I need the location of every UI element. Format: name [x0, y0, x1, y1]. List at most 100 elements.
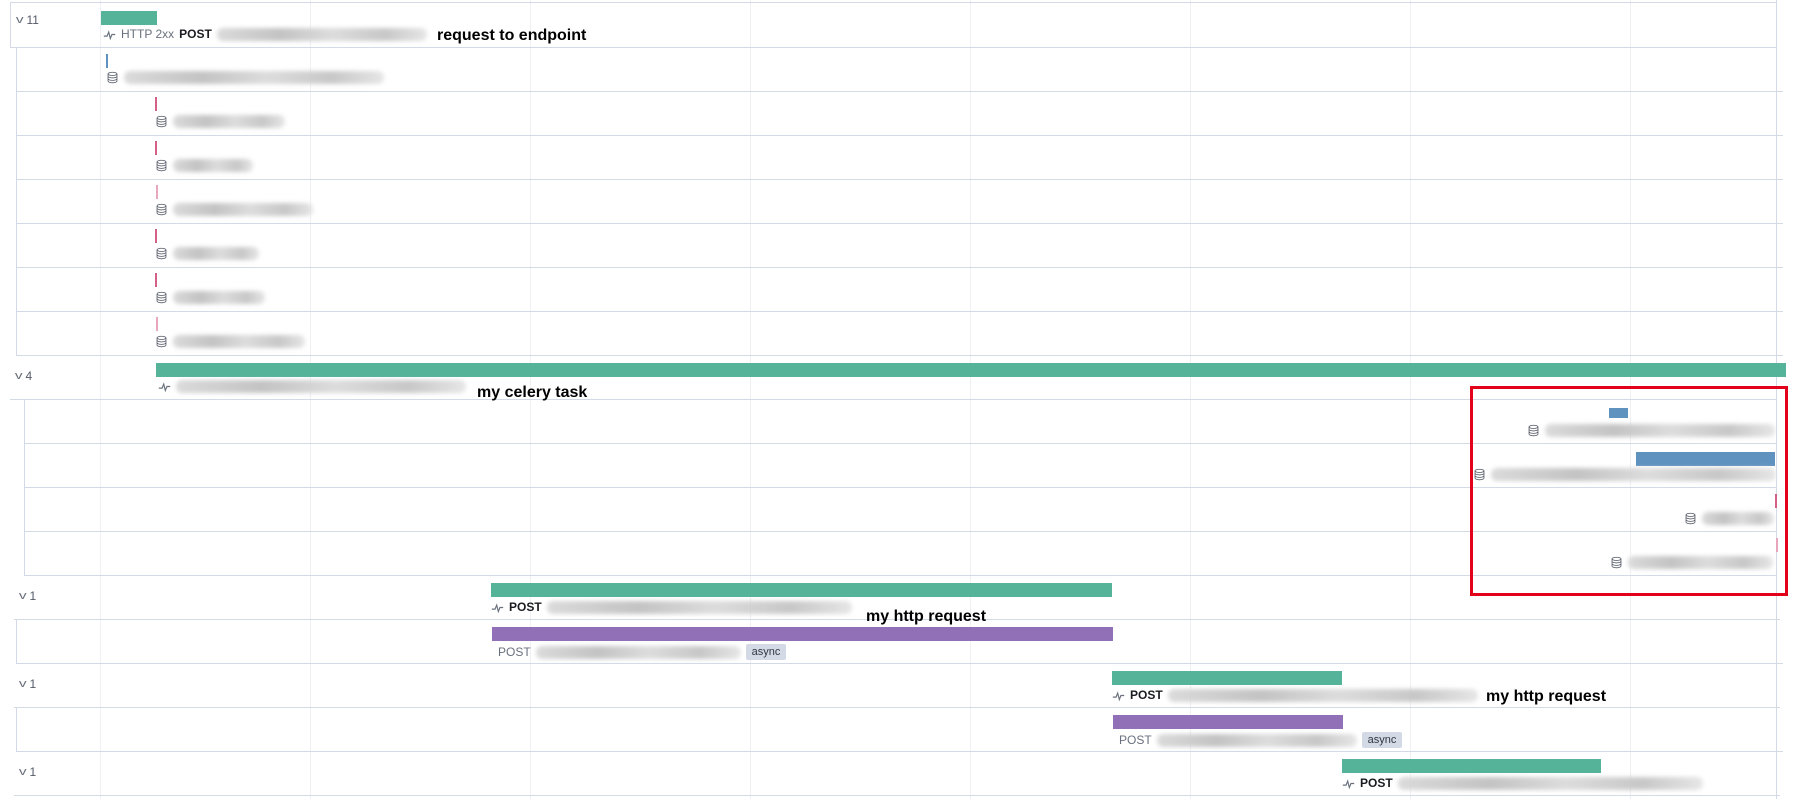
span-bar[interactable]: [1775, 494, 1777, 508]
transaction-label[interactable]: POST: [1342, 776, 1703, 790]
group-toggle[interactable]: v 1: [18, 677, 37, 691]
waterfall-row-http-transaction[interactable]: v 1 POST: [14, 575, 1780, 620]
span-bar[interactable]: [156, 317, 158, 331]
database-icon: [156, 335, 167, 348]
span-label[interactable]: [155, 247, 259, 260]
waterfall-row-http-transaction[interactable]: v 1 POST: [14, 663, 1780, 708]
async-badge: async: [745, 644, 787, 660]
chevron-down-icon: v: [18, 678, 27, 690]
waterfall-row-span[interactable]: [24, 487, 1777, 532]
waterfall-row-span[interactable]: [16, 135, 1783, 180]
redacted-span-name: [1545, 424, 1775, 437]
database-icon: [156, 247, 167, 260]
transaction-label[interactable]: POST: [1112, 688, 1478, 702]
annotation-celery-task: my celery task: [477, 384, 588, 401]
waterfall-row-http-transaction[interactable]: v 1 POST: [14, 751, 1780, 796]
chevron-down-icon: v: [18, 766, 27, 778]
waterfall-row-span[interactable]: [24, 399, 1777, 444]
redacted-span-name: [173, 159, 253, 172]
database-icon: [156, 159, 167, 172]
waterfall-row-root[interactable]: v 11 HTTP 2xx POST: [10, 2, 1777, 48]
waterfall-row-http-span[interactable]: POST async: [16, 619, 1783, 664]
transaction-bar[interactable]: [491, 583, 1112, 597]
span-bar[interactable]: [155, 273, 157, 287]
span-label[interactable]: [155, 335, 305, 348]
transaction-icon: [1112, 690, 1125, 701]
redacted-span-name: [173, 291, 265, 304]
transaction-bar[interactable]: [1112, 671, 1342, 685]
redacted-span-name: [173, 203, 313, 216]
async-badge: async: [1361, 732, 1403, 748]
span-label[interactable]: [1610, 556, 1773, 569]
transaction-bar[interactable]: [101, 11, 157, 25]
waterfall-row-celery-task[interactable]: v 4: [10, 355, 1786, 400]
span-bar[interactable]: [156, 185, 158, 199]
child-count: 1: [29, 677, 37, 691]
waterfall-row-span[interactable]: [24, 443, 1777, 488]
waterfall-row-span[interactable]: [24, 531, 1778, 576]
span-label[interactable]: [155, 291, 265, 304]
group-toggle[interactable]: v 4: [15, 369, 32, 383]
annotation-http-request: my http request: [1486, 688, 1607, 705]
span-bar[interactable]: [1636, 452, 1775, 466]
span-bar[interactable]: [106, 54, 108, 68]
span-bar[interactable]: [1113, 715, 1343, 729]
waterfall-row-http-span[interactable]: POST async: [16, 707, 1783, 752]
transaction-bar[interactable]: [1342, 759, 1601, 773]
transaction-icon: [491, 602, 504, 613]
redacted-endpoint: [1397, 776, 1703, 790]
span-label[interactable]: [155, 115, 285, 128]
waterfall-row-span[interactable]: [16, 223, 1783, 268]
waterfall-row-span[interactable]: [16, 179, 1783, 224]
span-bar[interactable]: [155, 97, 157, 111]
database-icon: [156, 291, 167, 304]
span-label[interactable]: POST async: [1119, 732, 1403, 748]
group-toggle[interactable]: v 1: [18, 765, 37, 779]
waterfall-row-span[interactable]: [16, 47, 1783, 92]
group-toggle[interactable]: v 1: [19, 589, 37, 603]
span-label[interactable]: [106, 71, 384, 84]
child-count: 1: [29, 765, 37, 779]
group-toggle[interactable]: v 11: [15, 13, 39, 27]
http-method: POST: [1360, 776, 1393, 790]
span-bar[interactable]: [155, 229, 157, 243]
transaction-label[interactable]: POST: [491, 600, 852, 614]
span-bar[interactable]: [1776, 538, 1778, 552]
redacted-endpoint: [1156, 733, 1357, 747]
highlight-box: [1470, 386, 1788, 596]
span-label[interactable]: [155, 203, 313, 216]
redacted-span-name: [1491, 468, 1776, 481]
redacted-span-name: [173, 335, 305, 348]
redacted-endpoint: [546, 600, 852, 614]
span-label[interactable]: [1684, 512, 1774, 525]
transaction-icon: [1342, 778, 1355, 789]
transaction-label[interactable]: HTTP 2xx POST: [103, 27, 427, 41]
database-icon: [1685, 512, 1696, 525]
span-label[interactable]: POST async: [498, 644, 787, 660]
span-label[interactable]: [1473, 468, 1776, 481]
annotation-http-request: my http request: [866, 608, 987, 625]
transaction-bar[interactable]: [156, 363, 1786, 377]
waterfall-row-span[interactable]: [16, 267, 1783, 312]
span-label[interactable]: [155, 159, 253, 172]
child-count: 1: [29, 589, 37, 603]
redacted-span-name: [124, 71, 384, 84]
span-bar[interactable]: [1609, 408, 1628, 418]
redacted-span-name: [173, 247, 259, 260]
waterfall-row-span[interactable]: [16, 91, 1783, 136]
database-icon: [1611, 556, 1622, 569]
redacted-span-name: [1702, 512, 1774, 525]
span-label[interactable]: [1527, 424, 1775, 437]
transaction-label[interactable]: [158, 380, 466, 393]
http-method: POST: [498, 645, 531, 659]
annotation-request-to-endpoint: request to endpoint: [437, 27, 587, 44]
span-bar[interactable]: [155, 141, 157, 155]
transaction-icon: [103, 29, 116, 40]
transaction-icon: [158, 382, 171, 393]
redacted-endpoint: [216, 27, 427, 41]
waterfall-row-span[interactable]: [16, 311, 1783, 356]
redacted-endpoint: [1167, 688, 1478, 702]
span-bar[interactable]: [492, 627, 1113, 641]
chevron-down-icon: v: [15, 14, 24, 26]
